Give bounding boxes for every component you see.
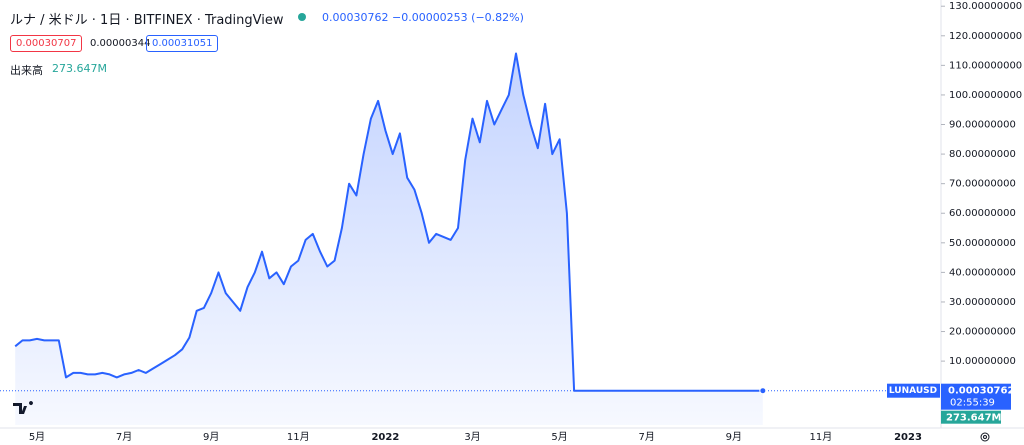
symbol-title: ルナ / 米ドル · 1日 · BITFINEX · TradingView [10,13,284,28]
area-fill [15,53,763,425]
ask-box[interactable]: 0.00031051 [146,35,219,52]
price-badge-text: 0.00030762 [948,386,1014,397]
x-tick-label: 5月 [551,431,567,443]
x-tick-label: 3月 [464,431,480,443]
y-tick-label: 90.00000000 [949,120,1016,131]
x-tick-label: 2023 [894,432,922,443]
y-tick-label: 80.00000000 [949,149,1016,160]
y-tick-label: 70.00000000 [949,179,1016,190]
x-tick-label: 2022 [371,432,399,443]
y-tick-label: 120.00000000 [949,31,1022,42]
x-tick-label: 7月 [639,431,655,443]
volume-label: 出来高 [10,64,43,77]
x-tick-label: 11月 [810,431,833,443]
market-status-dot [298,13,306,21]
y-tick-label: 30.00000000 [949,297,1016,308]
countdown-text: 02:55:39 [950,398,995,409]
y-tick-label: 100.00000000 [949,90,1022,101]
volume-value: 273.647M [52,62,107,75]
settings-icon[interactable] [980,432,990,442]
volume-badge [941,410,1001,424]
x-tick-label: 5月 [29,431,45,443]
y-tick-label: 130.00000000 [949,1,1022,12]
bid-box[interactable]: 0.00030707 [10,35,83,52]
y-tick-label: 20.00000000 [949,327,1016,338]
x-tick-label: 7月 [116,431,132,443]
quote: 0.00030762 −0.00000253 (−0.82%) [322,11,524,24]
x-tick-label: 9月 [726,431,742,443]
y-tick-label: 50.00000000 [949,238,1016,249]
price-badge [941,383,1011,410]
y-tick-label: 10.00000000 [949,356,1016,367]
x-tick-label: 11月 [287,431,310,443]
spread: 0.00000344 [90,38,151,49]
price-line [14,52,763,392]
volume-badge-text: 273.647M [946,413,1002,424]
y-tick-label: 40.00000000 [949,267,1016,278]
symbol-badge [887,383,940,398]
y-tick-label: 110.00000000 [949,60,1022,71]
x-tick-label: 9月 [203,431,219,443]
y-tick-label: 60.00000000 [949,208,1016,219]
last-point [759,387,767,395]
symbol-badge-text: LUNAUSD [889,386,937,396]
